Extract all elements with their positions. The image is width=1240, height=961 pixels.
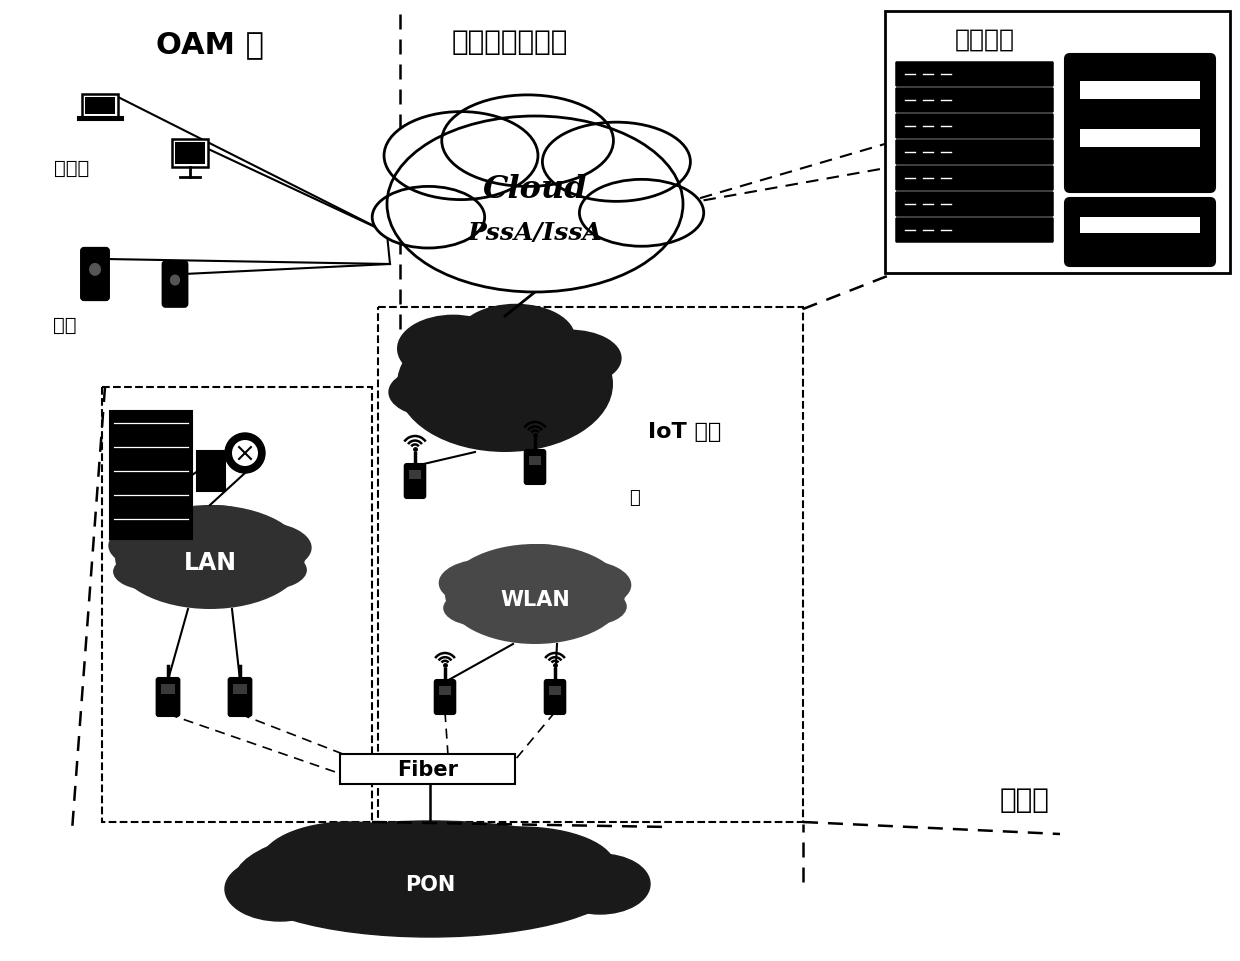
Bar: [82, 94, 118, 118]
FancyBboxPatch shape: [228, 678, 252, 716]
Text: 资源域（云端）: 资源域（云端）: [451, 28, 568, 56]
Ellipse shape: [551, 854, 650, 914]
Text: IoT 网络: IoT 网络: [649, 422, 722, 441]
Text: OAM 域: OAM 域: [156, 31, 264, 60]
Ellipse shape: [236, 821, 625, 937]
Ellipse shape: [207, 522, 311, 574]
FancyBboxPatch shape: [895, 140, 1054, 165]
FancyBboxPatch shape: [1065, 199, 1215, 267]
Text: WLAN: WLAN: [500, 589, 570, 609]
Text: LAN: LAN: [184, 551, 237, 575]
Ellipse shape: [456, 305, 575, 372]
Ellipse shape: [425, 827, 615, 907]
Ellipse shape: [532, 560, 631, 610]
FancyBboxPatch shape: [1065, 55, 1215, 193]
Text: ⦿: ⦿: [630, 488, 640, 506]
Text: PON: PON: [405, 875, 455, 894]
FancyBboxPatch shape: [544, 680, 565, 714]
Bar: [161, 684, 175, 695]
Ellipse shape: [113, 554, 188, 591]
Ellipse shape: [397, 315, 510, 383]
Circle shape: [232, 440, 258, 466]
Ellipse shape: [445, 545, 625, 644]
Text: PssA/IssA: PssA/IssA: [467, 221, 603, 245]
Ellipse shape: [439, 559, 532, 607]
Bar: [439, 686, 451, 695]
FancyBboxPatch shape: [895, 88, 1054, 113]
Ellipse shape: [496, 545, 583, 586]
Bar: [340, 754, 515, 784]
Ellipse shape: [170, 275, 180, 286]
FancyBboxPatch shape: [895, 218, 1054, 243]
Bar: [77, 118, 123, 121]
Bar: [197, 452, 224, 491]
Ellipse shape: [579, 180, 704, 247]
Ellipse shape: [552, 588, 626, 626]
Bar: [1080, 130, 1200, 148]
Ellipse shape: [441, 96, 614, 187]
Ellipse shape: [260, 823, 440, 906]
Bar: [885, 12, 1230, 274]
Ellipse shape: [224, 857, 335, 921]
Text: 数据中心: 数据中心: [955, 28, 1016, 52]
Ellipse shape: [443, 590, 515, 627]
Bar: [409, 471, 422, 480]
FancyBboxPatch shape: [525, 451, 546, 484]
Bar: [1080, 218, 1200, 234]
Bar: [175, 143, 205, 165]
Text: 测试域: 测试域: [1001, 785, 1050, 813]
Bar: [528, 456, 541, 465]
FancyBboxPatch shape: [81, 249, 109, 301]
Text: Fiber: Fiber: [397, 759, 458, 779]
Ellipse shape: [384, 112, 538, 201]
Circle shape: [224, 433, 265, 474]
FancyBboxPatch shape: [404, 464, 425, 499]
Bar: [233, 684, 247, 695]
Ellipse shape: [370, 869, 529, 929]
Text: 手机: 手机: [53, 315, 77, 334]
Ellipse shape: [169, 505, 260, 549]
Ellipse shape: [542, 123, 691, 202]
Text: Cloud: Cloud: [482, 174, 588, 206]
Bar: [549, 686, 562, 695]
Ellipse shape: [397, 317, 613, 453]
Ellipse shape: [108, 521, 207, 571]
Bar: [86, 97, 115, 115]
Bar: [102, 387, 372, 823]
Bar: [110, 411, 192, 539]
FancyBboxPatch shape: [895, 166, 1054, 191]
FancyBboxPatch shape: [435, 680, 455, 714]
FancyBboxPatch shape: [162, 262, 187, 308]
FancyBboxPatch shape: [895, 62, 1054, 87]
Ellipse shape: [372, 187, 485, 249]
Ellipse shape: [387, 117, 683, 293]
Bar: [378, 308, 804, 823]
FancyBboxPatch shape: [895, 192, 1054, 217]
FancyBboxPatch shape: [156, 678, 180, 716]
Ellipse shape: [495, 377, 577, 423]
Ellipse shape: [89, 263, 100, 277]
Bar: [1080, 82, 1200, 100]
Text: 客户端: 客户端: [55, 159, 89, 178]
Ellipse shape: [518, 331, 621, 387]
Bar: [172, 140, 208, 168]
Ellipse shape: [227, 551, 306, 590]
Ellipse shape: [388, 368, 475, 417]
FancyBboxPatch shape: [895, 114, 1054, 139]
Ellipse shape: [115, 505, 305, 609]
